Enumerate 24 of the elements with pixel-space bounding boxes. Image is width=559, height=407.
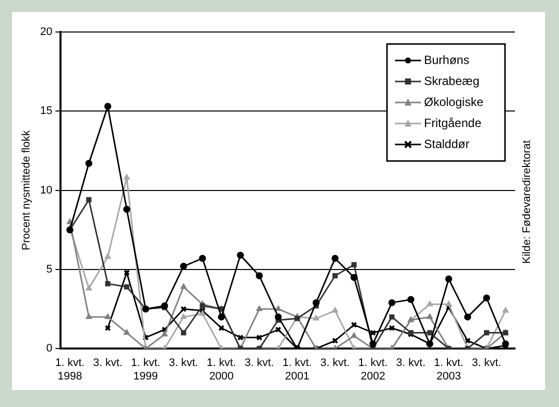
x-tick-label: 1. kvt. 2002: [358, 357, 388, 382]
x-tick-label: 1. kvt. 1998: [55, 357, 85, 382]
legend-label: Burhøns: [424, 52, 470, 67]
legend-label: Skrabeæg: [424, 74, 480, 88]
x-tick-label: 3. kvt.: [320, 357, 350, 370]
y-tick-label: 20: [40, 26, 52, 38]
y-tick-label: 5: [46, 263, 52, 276]
y-axis-title: Procent nysmittede flokk: [20, 130, 33, 250]
y-tick-label: 0: [46, 342, 52, 355]
y-tick-label: 10: [40, 184, 52, 196]
x-tick-label: 3. kvt.: [244, 357, 274, 370]
y-tick-label: 15: [40, 105, 52, 118]
x-tick-label: 3. kvt.: [168, 357, 198, 370]
x-tick-label: 1. kvt. 2000: [206, 357, 236, 382]
x-tick-label: 3. kvt.: [93, 357, 122, 370]
legend-label: Stalddør: [424, 136, 470, 151]
x-tick-label: 1. kvt. 2001: [282, 357, 312, 382]
legend-label: Fritgående: [424, 116, 482, 130]
text: Kilde: Fødevaredirektorat: [521, 140, 534, 264]
x-tick-label: 1. kvt. 1999: [130, 357, 160, 382]
x-tick-label: 3. kvt.: [472, 357, 502, 370]
x-tick-label: 3. kvt.: [396, 357, 426, 370]
x-tick-label: 1. kvt. 2003: [434, 357, 464, 382]
legend-label: Økologiske: [424, 94, 484, 109]
